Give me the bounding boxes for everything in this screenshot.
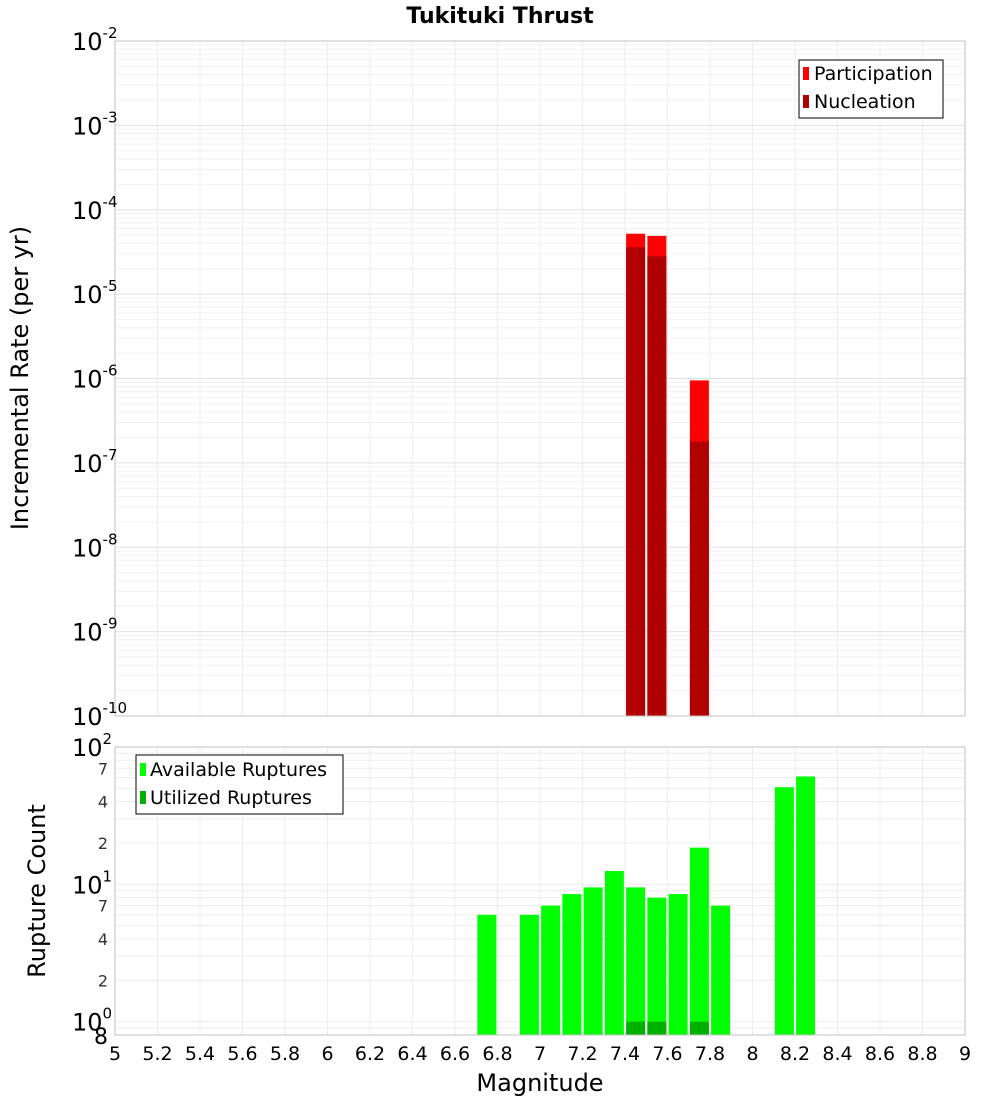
rate-y-tick-label: 10-6 — [72, 362, 118, 394]
x-tick-label: 5 — [109, 1043, 121, 1065]
bar-available-ruptures — [774, 787, 794, 1035]
chart-title: Tukituki Thrust — [406, 4, 594, 29]
bar-nucleation — [626, 247, 646, 716]
bar-available-ruptures — [541, 905, 561, 1035]
rate-y-tick-label: 10-4 — [72, 193, 118, 225]
rate-y-tick-label: 10-9 — [72, 615, 118, 647]
rate-legend-box — [798, 59, 944, 119]
bar-available-ruptures — [668, 894, 688, 1035]
rate-y-tick-label: 10-7 — [72, 446, 118, 478]
bar-available-ruptures — [626, 887, 646, 1035]
x-tick-label: 8 — [746, 1043, 758, 1065]
x-axis-label: Magnitude — [476, 1069, 603, 1097]
bar-available-ruptures — [711, 905, 731, 1035]
bar-nucleation — [689, 441, 709, 716]
rate-grid — [114, 41, 966, 717]
legend-swatch-participation — [803, 67, 809, 80]
x-tick-label: 7.6 — [652, 1043, 682, 1065]
count-y-tick-label: 2 — [98, 834, 108, 853]
x-tick-label: 9 — [959, 1043, 971, 1065]
x-tick-label: 8.8 — [907, 1043, 937, 1065]
count-y-tick-label: 4 — [98, 930, 108, 949]
rate-plot-border — [114, 40, 966, 717]
x-tick-label: 8.2 — [780, 1043, 810, 1065]
bar-available-ruptures — [519, 914, 539, 1035]
x-tick-label: 5.8 — [270, 1043, 300, 1065]
legend-label-participation: Participation — [814, 63, 933, 85]
rate-y-tick-label: 10-3 — [72, 108, 118, 140]
rate-panel: 10-10 10-9 10-8 10-7 10-6 10-5 10-4 10-3 10-2 In… — [6, 24, 966, 731]
count-y-tick-label: 101 — [72, 867, 112, 899]
count-y-axis-label: Rupture Count — [23, 804, 51, 978]
count-y-tick-label: 100 — [72, 1005, 112, 1037]
count-legend: Available Ruptures Utilized Ruptures — [135, 754, 344, 815]
rate-y-tick-label: 10-10 — [72, 699, 127, 731]
bar-available-ruptures — [562, 894, 582, 1035]
bar-utilized-ruptures — [647, 1021, 667, 1035]
rate-y-tick-label: 10-8 — [72, 530, 118, 562]
rate-y-tick-label: 10-5 — [72, 277, 118, 309]
count-bars — [477, 776, 816, 1035]
x-tick-label: 8.6 — [865, 1043, 895, 1065]
x-tick-label: 6.6 — [440, 1043, 470, 1065]
legend-swatch-nucleation — [803, 95, 809, 108]
legend-swatch-utilized — [140, 791, 146, 804]
count-y-tick-label: 4 — [98, 793, 108, 812]
x-tick-label: 5.2 — [142, 1043, 172, 1065]
x-tick-label: 5.4 — [185, 1043, 215, 1065]
x-tick-label: 7.8 — [695, 1043, 725, 1065]
count-y-tick-label: 8 — [94, 1025, 108, 1050]
bar-available-ruptures — [604, 871, 624, 1035]
count-y-tick-label: 7 — [98, 759, 108, 778]
bar-nucleation — [647, 256, 667, 716]
x-tick-label: 6 — [321, 1043, 333, 1065]
count-y-tick-label: 7 — [98, 897, 108, 916]
x-tick-label: 7.4 — [610, 1043, 640, 1065]
x-tick-label: 6.2 — [355, 1043, 385, 1065]
bar-available-ruptures — [796, 776, 816, 1035]
x-tick-label: 8.4 — [822, 1043, 852, 1065]
bar-available-ruptures — [647, 897, 667, 1035]
rate-y-tick-label: 10-2 — [72, 24, 118, 56]
bar-utilized-ruptures — [689, 1021, 709, 1035]
rate-legend: Participation Nucleation — [798, 59, 944, 119]
legend-swatch-available — [140, 763, 146, 776]
legend-label-utilized: Utilized Ruptures — [150, 787, 312, 809]
bar-available-ruptures — [583, 887, 603, 1035]
x-tick-label: 6.4 — [397, 1043, 427, 1065]
x-tick-label: 7 — [534, 1043, 546, 1065]
x-tick-label: 7.2 — [567, 1043, 597, 1065]
count-legend-box — [135, 754, 344, 815]
x-axis-ticks: 5 5.2 5.4 5.6 5.8 6 6.2 6.4 6.6 6.8 7 7.2 7.4 7.6 7.8 8… — [109, 1043, 971, 1065]
rate-bars — [626, 233, 709, 716]
x-tick-label: 6.8 — [482, 1043, 512, 1065]
rate-y-axis-label: Incremental Rate (per yr) — [6, 226, 34, 530]
count-plot-border — [114, 746, 966, 1036]
count-y-tick-label: 2 — [98, 971, 108, 990]
bar-available-ruptures — [689, 847, 709, 1035]
bar-available-ruptures — [477, 914, 497, 1035]
bar-utilized-ruptures — [626, 1021, 646, 1035]
count-y-tick-label: 102 — [72, 730, 112, 762]
legend-label-nucleation: Nucleation — [814, 91, 916, 113]
rate-y-ticks: 10-10 10-9 10-8 10-7 10-6 10-5 10-4 10-3 10-2 — [72, 24, 127, 731]
x-tick-label: 5.6 — [227, 1043, 257, 1065]
legend-label-available: Available Ruptures — [150, 759, 327, 781]
